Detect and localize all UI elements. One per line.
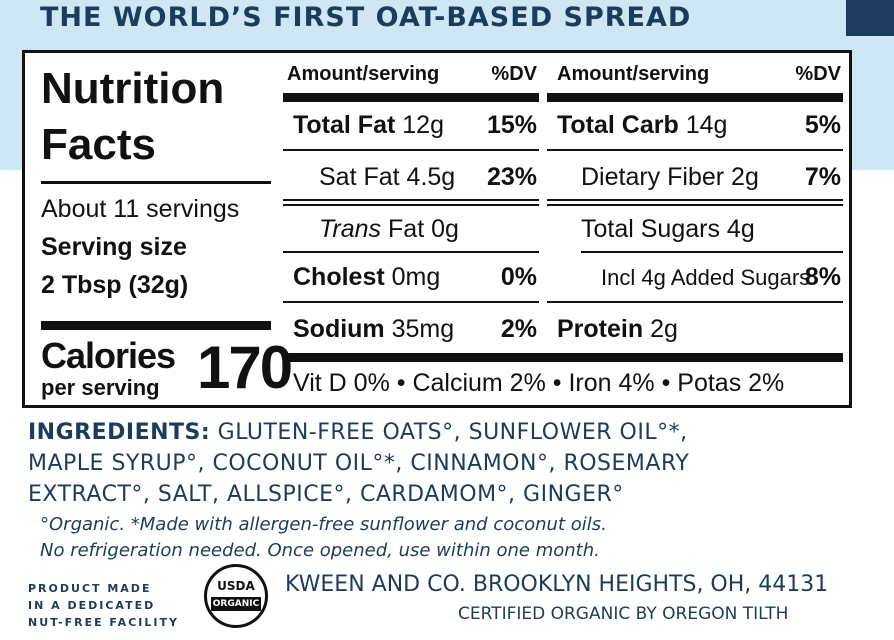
divider bbox=[547, 149, 843, 151]
sodium-amount: 35mg bbox=[391, 315, 455, 343]
total-carb-name: Total Carb bbox=[557, 111, 679, 139]
left-header-bar bbox=[283, 93, 539, 102]
total-carb-amount: 14g bbox=[685, 111, 728, 139]
sat-fat-name: Sat Fat bbox=[319, 163, 400, 191]
right-header-amount: Amount/serving bbox=[557, 63, 710, 85]
fiber-name: Dietary Fiber bbox=[581, 163, 725, 191]
ingredients-text-1: GLUTEN-FREE OATS°, SUNFLOWER OIL°*, bbox=[217, 420, 688, 445]
ingredients-line-1: INGREDIENTS: GLUTEN-FREE OATS°, SUNFLOWE… bbox=[28, 420, 688, 445]
servings-per-container: About 11 servings bbox=[41, 195, 240, 223]
corner-accent bbox=[846, 0, 894, 36]
divider bbox=[547, 199, 843, 201]
protein-amount: 2g bbox=[650, 315, 678, 343]
sodium-name: Sodium bbox=[293, 315, 385, 343]
calories-label: Calories bbox=[41, 335, 176, 376]
divider bbox=[547, 204, 843, 206]
vitamins-row: Vit D 0% • Calcium 2% • Iron 4% • Potas … bbox=[293, 369, 785, 397]
cholest-dv: 0% bbox=[500, 263, 537, 291]
calories-value: 170 bbox=[197, 334, 293, 401]
right-header-dv: %DV bbox=[795, 63, 841, 85]
added-sugars-name: Incl 4g Added Sugars bbox=[601, 265, 811, 290]
ingredients-label: INGREDIENTS: bbox=[28, 420, 211, 445]
thick-divider bbox=[41, 321, 271, 330]
facility-line-1: PRODUCT MADE bbox=[28, 582, 152, 595]
sat-fat-amount: 4.5g bbox=[406, 163, 456, 191]
nutrition-facts-panel: Nutrition Facts About 11 servings Servin… bbox=[22, 50, 852, 408]
total-fat-dv: 15% bbox=[486, 111, 537, 139]
seal-top-text: USDA bbox=[217, 579, 255, 593]
usda-organic-seal: USDA ORGANIC bbox=[204, 564, 268, 628]
company-address: KWEEN AND CO. BROOKLYN HEIGHTS, OH, 4413… bbox=[285, 572, 829, 597]
total-fat-amount: 12g bbox=[402, 111, 444, 139]
divider bbox=[283, 149, 539, 151]
sodium-row: Sodium 35mg bbox=[293, 315, 454, 344]
title-line-1: Nutrition bbox=[41, 64, 225, 113]
right-header-bar bbox=[547, 93, 843, 102]
total-sugars-name: Total Sugars bbox=[581, 215, 720, 243]
left-header-dv: %DV bbox=[491, 63, 537, 85]
total-sugars-row: Total Sugars 4g bbox=[581, 215, 755, 244]
cholest-name: Cholest bbox=[293, 263, 385, 291]
added-sugars-dv: 8% bbox=[804, 263, 841, 291]
fiber-row: Dietary Fiber 2g bbox=[581, 163, 759, 192]
certification: CERTIFIED ORGANIC BY OREGON TILTH bbox=[458, 604, 789, 624]
sat-fat-row: Sat Fat 4.5g bbox=[319, 163, 455, 192]
divider bbox=[41, 181, 271, 184]
protein-name: Protein bbox=[557, 315, 644, 343]
title-line-2: Facts bbox=[41, 120, 156, 169]
total-fat-row: Total Fat 12g bbox=[293, 111, 444, 140]
note-organic: °Organic. *Made with allergen-free sunfl… bbox=[40, 514, 607, 535]
protein-row: Protein 2g bbox=[557, 315, 678, 344]
divider bbox=[283, 204, 539, 206]
trans-fat-row: Trans Fat 0g bbox=[319, 215, 459, 244]
total-fat-name: Total Fat bbox=[293, 111, 396, 139]
trans-fat-italic: Trans bbox=[319, 215, 382, 243]
total-carb-dv: 5% bbox=[804, 111, 841, 139]
facility-line-2: IN A DEDICATED bbox=[28, 599, 156, 612]
trans-fat-name: Fat bbox=[388, 215, 425, 243]
divider bbox=[547, 301, 843, 303]
note-storage: No refrigeration needed. Once opened, us… bbox=[40, 540, 600, 561]
left-header-amount: Amount/serving bbox=[287, 63, 440, 85]
fiber-dv: 7% bbox=[804, 163, 841, 191]
total-sugars-amount: 4g bbox=[726, 215, 755, 243]
divider bbox=[581, 251, 843, 253]
thick-divider bbox=[283, 353, 843, 362]
serving-size-value: 2 Tbsp (32g) bbox=[41, 271, 189, 299]
sat-fat-dv: 23% bbox=[486, 163, 537, 191]
headline: THE WORLD’S FIRST OAT-BASED SPREAD bbox=[40, 2, 692, 33]
cholest-row: Cholest 0mg bbox=[293, 263, 440, 292]
seal-band-text: ORGANIC bbox=[211, 597, 261, 611]
ingredients-line-2: MAPLE SYRUP°, COCONUT OIL°*, CINNAMON°, … bbox=[28, 451, 690, 476]
calories-sub: per serving bbox=[41, 375, 160, 400]
divider bbox=[283, 199, 539, 201]
fiber-amount: 2g bbox=[731, 163, 759, 191]
total-carb-row: Total Carb 14g bbox=[557, 111, 727, 140]
divider bbox=[283, 251, 539, 253]
facility-line-3: NUT-FREE FACILITY bbox=[28, 616, 179, 629]
serving-size-label: Serving size bbox=[41, 233, 187, 261]
ingredients-line-3: EXTRACT°, SALT, ALLSPICE°, CARDAMOM°, GI… bbox=[28, 482, 624, 507]
sodium-dv: 2% bbox=[500, 315, 537, 343]
trans-fat-amount: 0g bbox=[431, 215, 459, 243]
nutrition-facts-title: Nutrition Facts bbox=[41, 61, 224, 173]
cholest-amount: 0mg bbox=[391, 263, 441, 291]
divider bbox=[283, 301, 539, 303]
